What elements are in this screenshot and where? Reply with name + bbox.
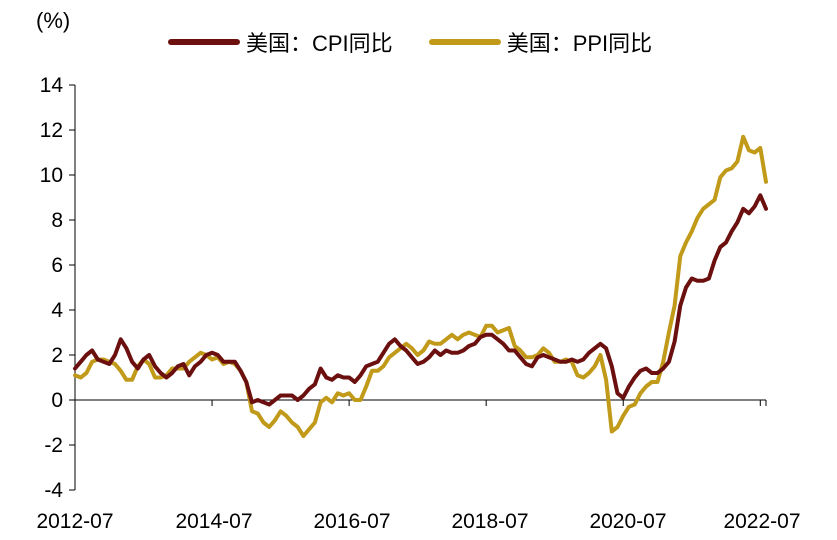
legend-swatch-cpi bbox=[168, 39, 240, 45]
y-tick-label: 0 bbox=[51, 389, 63, 412]
legend-label-ppi: 美国：PPI同比 bbox=[506, 31, 653, 56]
x-tick-label: 2016-07 bbox=[313, 510, 390, 533]
x-tick-label: 2020-07 bbox=[589, 510, 666, 533]
cpi-series-line bbox=[73, 193, 768, 407]
x-tick-label: 2014-07 bbox=[175, 510, 252, 533]
y-tick-label: 4 bbox=[51, 299, 63, 322]
legend-label-cpi: 美国：CPI同比 bbox=[246, 31, 393, 56]
x-tick-label: 2012-07 bbox=[36, 510, 113, 533]
y-tick-label: 2 bbox=[51, 344, 63, 367]
x-tick-label: 2022-07 bbox=[723, 510, 800, 533]
y-axis-unit-label: (%) bbox=[36, 8, 71, 33]
chart-legend: 美国：CPI同比 美国：PPI同比 bbox=[168, 26, 652, 58]
y-tick-label: 10 bbox=[40, 164, 63, 187]
legend-item-cpi: 美国：CPI同比 bbox=[168, 26, 393, 58]
y-tick-label: -2 bbox=[44, 434, 63, 457]
legend-item-ppi: 美国：PPI同比 bbox=[428, 26, 653, 58]
legend-swatch-ppi bbox=[428, 39, 501, 45]
ppi-series-line bbox=[73, 134, 768, 438]
y-tick-label: 6 bbox=[51, 254, 63, 277]
y-tick-label: 8 bbox=[51, 209, 63, 232]
y-tick-label: -4 bbox=[44, 479, 63, 502]
y-tick-label: 12 bbox=[40, 119, 63, 142]
y-tick-label: 14 bbox=[40, 74, 64, 97]
x-tick-label: 2018-07 bbox=[451, 510, 528, 533]
